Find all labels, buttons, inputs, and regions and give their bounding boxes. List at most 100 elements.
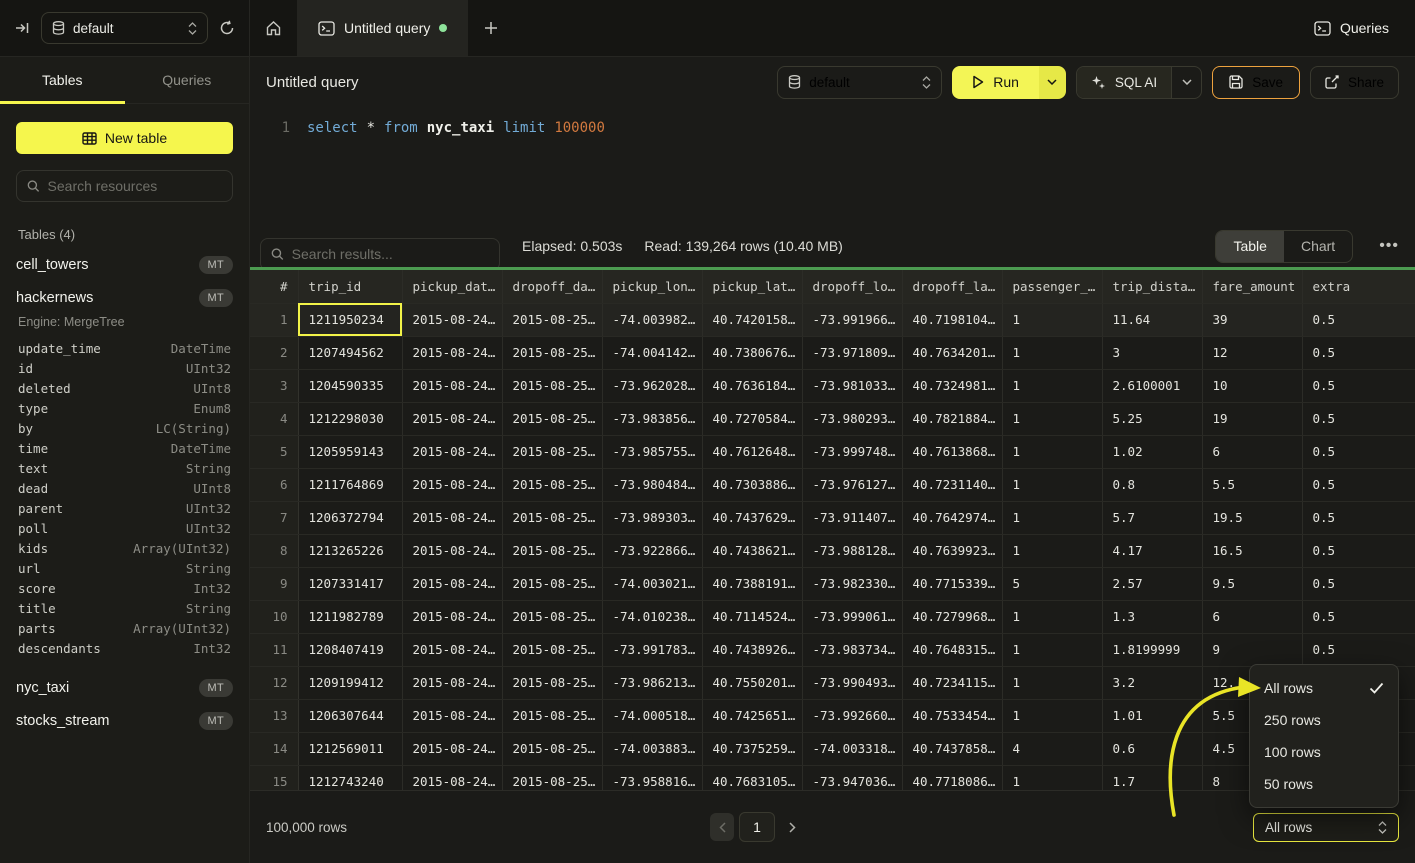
table-cell[interactable]: 1212569011	[298, 732, 403, 766]
table-cell[interactable]: 2015-08-25…	[502, 435, 603, 469]
row-number[interactable]: 1	[250, 303, 299, 337]
table-cell[interactable]: -74.003318…	[802, 732, 903, 766]
table-cell[interactable]: 0.5	[1302, 534, 1415, 568]
table-cell[interactable]: 1.01	[1102, 699, 1203, 733]
table-cell[interactable]: 2015-08-24…	[402, 732, 503, 766]
table-cell[interactable]: 12	[1202, 336, 1303, 370]
table-cell[interactable]: 40.7648315…	[902, 633, 1003, 667]
table-cell[interactable]: 40.7636184…	[702, 369, 803, 403]
table-cell[interactable]: 5	[1002, 567, 1103, 601]
table-cell[interactable]: 2015-08-25…	[502, 567, 603, 601]
column-header[interactable]: dropoff_lo…	[802, 270, 903, 304]
column-header[interactable]: fare_amount	[1202, 270, 1303, 304]
table-cell[interactable]: 40.7437858…	[902, 732, 1003, 766]
table-cell[interactable]: 5.5	[1202, 468, 1303, 502]
row-number[interactable]: 10	[250, 600, 299, 634]
table-cell[interactable]: 40.7380676…	[702, 336, 803, 370]
sql-ai-options-button[interactable]	[1171, 66, 1201, 98]
table-cell[interactable]: 40.7639923…	[902, 534, 1003, 568]
save-button[interactable]: Save	[1212, 65, 1300, 99]
row-number[interactable]: 14	[250, 732, 299, 766]
refresh-icon[interactable]	[219, 20, 235, 36]
table-cell[interactable]: 2.6100001	[1102, 369, 1203, 403]
table-cell[interactable]: 1	[1002, 402, 1103, 436]
table-cell[interactable]: -73.985755…	[602, 435, 703, 469]
table-cell[interactable]: 2015-08-24…	[402, 369, 503, 403]
row-number[interactable]: 4	[250, 402, 299, 436]
table-cell[interactable]: 1	[1002, 600, 1103, 634]
table-cell[interactable]: 1.02	[1102, 435, 1203, 469]
table-cell[interactable]: 40.7550201…	[702, 666, 803, 700]
table-cell[interactable]: 2015-08-25…	[502, 633, 603, 667]
table-cell[interactable]: 2015-08-25…	[502, 765, 603, 790]
table-cell[interactable]: 4	[1002, 732, 1103, 766]
more-options-icon[interactable]: •••	[1379, 237, 1399, 254]
table-cell[interactable]: 1	[1002, 633, 1103, 667]
table-cell[interactable]: 5.7	[1102, 501, 1203, 535]
table-cell[interactable]: -73.991783…	[602, 633, 703, 667]
table-cell[interactable]: 40.7642974…	[902, 501, 1003, 535]
table-cell[interactable]: 1207494562	[298, 336, 403, 370]
table-cell[interactable]: 0.5	[1302, 633, 1415, 667]
table-cell[interactable]: 40.7324981…	[902, 369, 1003, 403]
table-cell[interactable]: -73.990493…	[802, 666, 903, 700]
table-cell[interactable]: 9	[1202, 633, 1303, 667]
table-cell[interactable]: 40.7420158…	[702, 303, 803, 337]
table-cell[interactable]: 0.5	[1302, 567, 1415, 601]
sidebar-item-cell-towers[interactable]: cell_towers MT	[16, 248, 233, 281]
tab-untitled-query[interactable]: Untitled query	[298, 0, 469, 56]
table-cell[interactable]: 40.7634201…	[902, 336, 1003, 370]
table-cell[interactable]: 1209199412	[298, 666, 403, 700]
column-header[interactable]: passenger_…	[1002, 270, 1103, 304]
table-cell[interactable]: 1212743240	[298, 765, 403, 790]
sidebar-column-row[interactable]: descendants Int32	[16, 638, 233, 658]
table-cell[interactable]: 40.7270584…	[702, 402, 803, 436]
table-cell[interactable]: 1	[1002, 501, 1103, 535]
table-cell[interactable]: 3	[1102, 336, 1203, 370]
column-header[interactable]: pickup_lon…	[602, 270, 703, 304]
column-header[interactable]: trip_id	[298, 270, 403, 304]
sidebar-column-row[interactable]: title String	[16, 598, 233, 618]
table-cell[interactable]: 40.7613868…	[902, 435, 1003, 469]
table-cell[interactable]: 2015-08-24…	[402, 567, 503, 601]
tab-home[interactable]	[250, 0, 298, 56]
table-cell[interactable]: 2015-08-24…	[402, 534, 503, 568]
row-number[interactable]: 3	[250, 369, 299, 403]
table-cell[interactable]: 40.7234115…	[902, 666, 1003, 700]
table-cell[interactable]: 1206372794	[298, 501, 403, 535]
table-cell[interactable]: -73.989303…	[602, 501, 703, 535]
table-cell[interactable]: 1211950234	[298, 303, 403, 337]
table-cell[interactable]: 1	[1002, 369, 1103, 403]
table-cell[interactable]: 2015-08-24…	[402, 303, 503, 337]
table-cell[interactable]: 2015-08-24…	[402, 501, 503, 535]
table-cell[interactable]: 2015-08-25…	[502, 369, 603, 403]
table-cell[interactable]: 0.5	[1302, 402, 1415, 436]
row-number[interactable]: 12	[250, 666, 299, 700]
new-table-button[interactable]: New table	[16, 122, 233, 154]
sidebar-column-row[interactable]: text String	[16, 458, 233, 478]
table-cell[interactable]: 1207331417	[298, 567, 403, 601]
table-cell[interactable]: 40.7715339…	[902, 567, 1003, 601]
table-cell[interactable]: 2015-08-25…	[502, 699, 603, 733]
table-cell[interactable]: 2015-08-25…	[502, 336, 603, 370]
table-cell[interactable]: -73.999748…	[802, 435, 903, 469]
sidebar-item-stocks-stream[interactable]: stocks_stream MT	[16, 704, 233, 737]
table-cell[interactable]: -73.988128…	[802, 534, 903, 568]
database-selector[interactable]: default	[41, 12, 208, 44]
table-cell[interactable]: -73.911407…	[802, 501, 903, 535]
table-cell[interactable]: -74.003883…	[602, 732, 703, 766]
row-number[interactable]: 8	[250, 534, 299, 568]
sql-editor[interactable]: 1 select * from nyc_taxi limit 100000	[250, 107, 1415, 225]
table-cell[interactable]: -74.000518…	[602, 699, 703, 733]
table-cell[interactable]: 1204590335	[298, 369, 403, 403]
table-cell[interactable]: 40.7425651…	[702, 699, 803, 733]
table-cell[interactable]: 40.7533454…	[902, 699, 1003, 733]
sidebar-column-row[interactable]: update_time DateTime	[16, 338, 233, 358]
table-cell[interactable]: 40.7198104…	[902, 303, 1003, 337]
table-cell[interactable]: -74.010238…	[602, 600, 703, 634]
table-cell[interactable]: 1	[1002, 303, 1103, 337]
table-cell[interactable]: 40.7683105…	[702, 765, 803, 790]
table-cell[interactable]: 2.57	[1102, 567, 1203, 601]
table-cell[interactable]: 19	[1202, 402, 1303, 436]
sidebar-column-row[interactable]: poll UInt32	[16, 518, 233, 538]
